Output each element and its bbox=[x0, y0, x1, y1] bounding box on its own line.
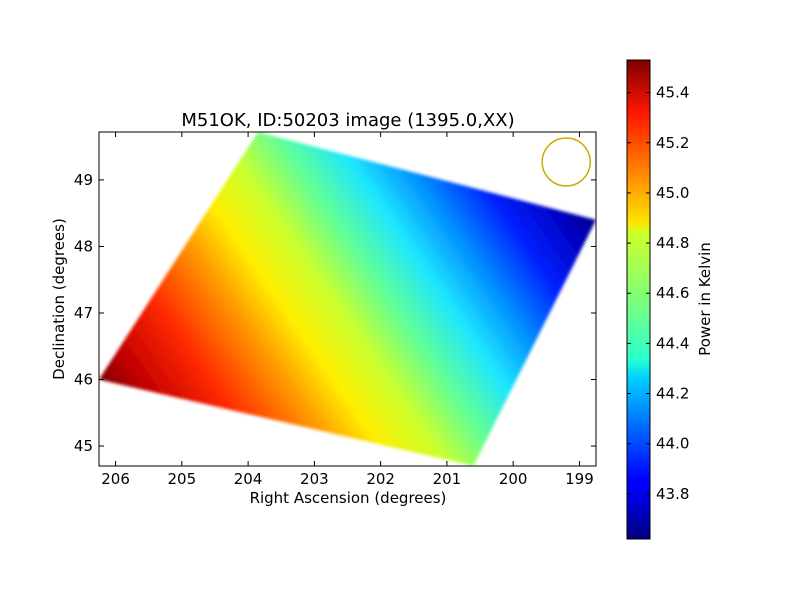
y-axis: 45 46 47 48 49 bbox=[74, 171, 596, 455]
x-axis-label: Right Ascension (degrees) bbox=[250, 489, 447, 507]
x-tick-label: 201 bbox=[433, 470, 462, 488]
colorbar-label: Power in Kelvin bbox=[696, 242, 714, 356]
chart-title: M51OK, ID:50203 image (1395.0,XX) bbox=[181, 110, 514, 131]
x-tick-label: 204 bbox=[234, 470, 263, 488]
plot-frame bbox=[98, 131, 597, 467]
x-tick-label: 200 bbox=[499, 470, 528, 488]
colorbar-tick-label: 44.8 bbox=[656, 234, 689, 252]
x-tick-label: 206 bbox=[101, 470, 130, 488]
colorbar-tick-label: 45.4 bbox=[656, 84, 689, 102]
y-tick-label: 47 bbox=[74, 304, 93, 322]
y-tick-label: 46 bbox=[74, 371, 93, 389]
colorbar-tick-label: 44.2 bbox=[656, 385, 689, 403]
colorbar-tick-label: 43.8 bbox=[656, 485, 689, 503]
y-tick-label: 45 bbox=[74, 437, 93, 455]
plot-area bbox=[98, 131, 597, 467]
colorbar-ticks: 43.8 44.0 44.2 44.4 44.6 44.8 45.0 45.2 45.4 bbox=[627, 84, 689, 503]
beam-marker bbox=[541, 137, 591, 187]
colorbar-tick-label: 44.4 bbox=[656, 334, 689, 352]
colorbar-tick-label: 44.0 bbox=[656, 435, 689, 453]
y-tick-label: 49 bbox=[74, 171, 93, 189]
y-axis-label: Declination (degrees) bbox=[50, 218, 68, 380]
colorbar-tick-label: 45.0 bbox=[656, 184, 689, 202]
colorbar-tick-label: 44.6 bbox=[656, 284, 689, 302]
y-tick-label: 48 bbox=[74, 237, 93, 255]
colorbar-tick-label: 45.2 bbox=[656, 134, 689, 152]
heatmap-footprint bbox=[99, 132, 596, 466]
colorbar-gradient bbox=[626, 59, 651, 540]
x-tick-label: 203 bbox=[300, 470, 329, 488]
colorbar: 43.8 44.0 44.2 44.4 44.6 44.8 45.0 45.2 45.4 Pow… bbox=[626, 59, 714, 540]
x-tick-label: 205 bbox=[168, 470, 197, 488]
x-axis: 206 205 204 203 202 201 200 199 bbox=[101, 132, 594, 488]
x-tick-label: 199 bbox=[565, 470, 594, 488]
x-tick-label: 202 bbox=[366, 470, 395, 488]
